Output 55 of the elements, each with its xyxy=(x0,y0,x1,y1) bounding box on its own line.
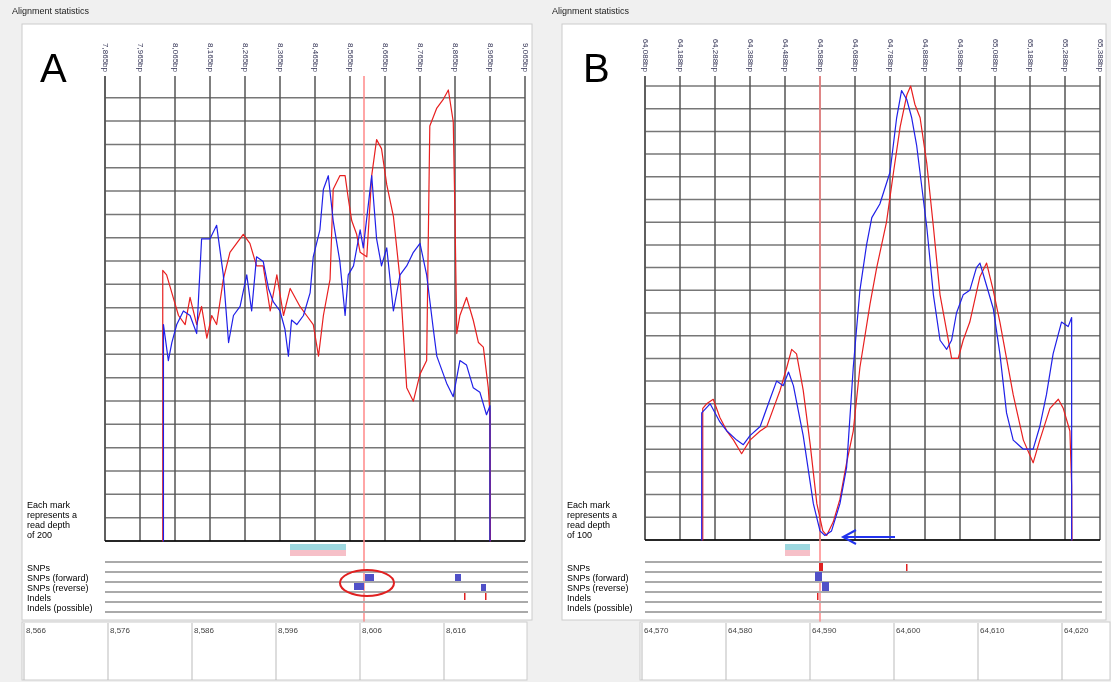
text: 64,590 xyxy=(812,626,838,635)
x-tick-label: 64,588bp xyxy=(815,38,825,73)
chart-title: Alignment statistics xyxy=(12,6,90,16)
text: Indels (possible) xyxy=(27,603,93,613)
x-tick-label: 64,188bp xyxy=(675,38,685,73)
x-tick-label: 7,865bp xyxy=(100,43,110,73)
text: SNPs xyxy=(567,563,591,573)
x-tick-label: 64,288bp xyxy=(710,38,720,73)
text: 64,580 xyxy=(728,626,754,635)
chart-title: Alignment statistics xyxy=(552,6,630,16)
x-tick-label: 8,165bp xyxy=(205,43,215,73)
text: 64,600 xyxy=(896,626,922,635)
text: SNPs (forward) xyxy=(567,573,629,583)
chart-subtitle: B xyxy=(583,46,610,90)
x-tick-label: 64,988bp xyxy=(955,38,965,73)
text: Each mark represents a read depth of 100 xyxy=(567,500,618,540)
text: 8,566 xyxy=(26,626,47,635)
x-tick-label: 65,088bp xyxy=(990,38,1000,73)
x-tick-label: 9,065bp xyxy=(520,43,530,73)
text: 64,620 xyxy=(1064,626,1090,635)
chart-subtitle: A xyxy=(40,46,67,90)
x-tick-label: 8,665bp xyxy=(380,43,390,73)
x-tick-label: 64,788bp xyxy=(885,38,895,73)
text: 64,610 xyxy=(980,626,1006,635)
x-tick-label: 64,888bp xyxy=(920,38,930,73)
text: Indels xyxy=(567,593,592,603)
x-tick-label: 64,488bp xyxy=(780,38,790,73)
x-tick-label: 8,765bp xyxy=(415,43,425,73)
text: 8,606 xyxy=(362,626,383,635)
text: 8,586 xyxy=(194,626,215,635)
x-tick-label: 8,565bp xyxy=(345,43,355,73)
x-tick-label: 64,088bp xyxy=(640,38,650,73)
text: Indels (possible) xyxy=(567,603,633,613)
text: Indels xyxy=(27,593,52,603)
text: SNPs (forward) xyxy=(27,573,89,583)
text: SNPs (reverse) xyxy=(27,583,89,593)
x-tick-label: 8,965bp xyxy=(485,43,495,73)
x-tick-label: 8,465bp xyxy=(310,43,320,73)
text: 64,570 xyxy=(644,626,670,635)
x-tick-label: 65,188bp xyxy=(1025,38,1035,73)
x-tick-label: 64,688bp xyxy=(850,38,860,73)
x-tick-label: 8,365bp xyxy=(275,43,285,73)
x-tick-label: 7,965bp xyxy=(135,43,145,73)
x-tick-label: 65,288bp xyxy=(1060,38,1070,73)
text: 8,616 xyxy=(446,626,467,635)
text: 8,576 xyxy=(110,626,131,635)
x-tick-label: 8,265bp xyxy=(240,43,250,73)
x-tick-label: 8,865bp xyxy=(450,43,460,73)
x-tick-label: 8,065bp xyxy=(170,43,180,73)
x-tick-label: 65,388bp xyxy=(1095,38,1105,73)
text: Each mark represents a read depth of 200 xyxy=(27,500,78,540)
text: SNPs (reverse) xyxy=(567,583,629,593)
text: 8,596 xyxy=(278,626,299,635)
text: SNPs xyxy=(27,563,51,573)
x-tick-label: 64,388bp xyxy=(745,38,755,73)
